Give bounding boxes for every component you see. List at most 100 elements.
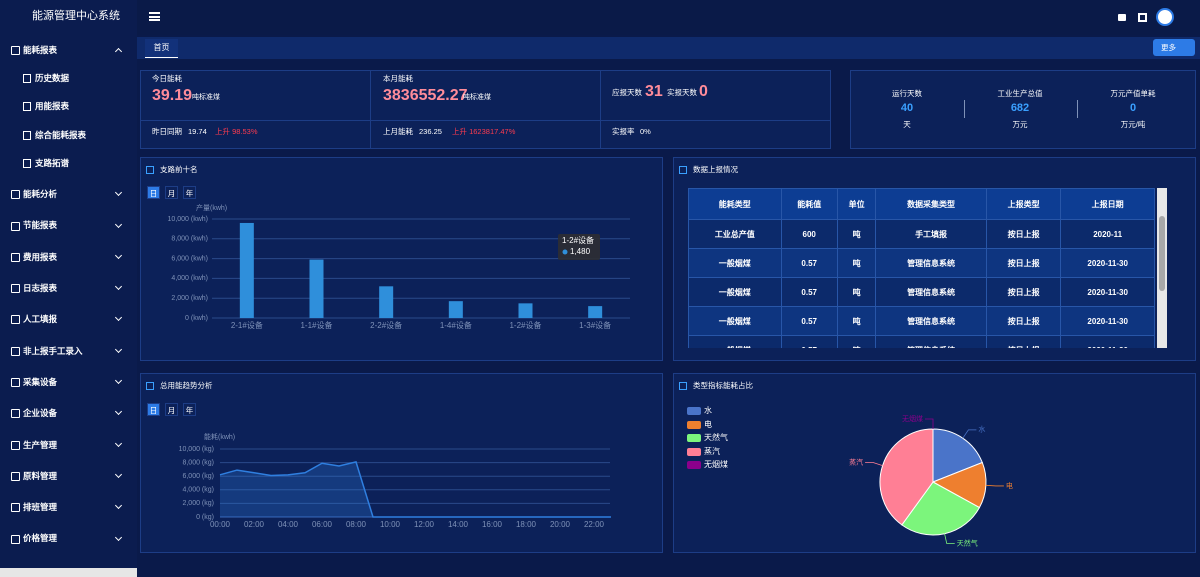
menu-item: 能耗分析 — [23, 189, 58, 200]
panel-title: 总用能趋势分析 — [160, 380, 213, 390]
period-button[interactable]: 年 — [183, 186, 196, 199]
avatar[interactable] — [1156, 8, 1174, 26]
table-cell: 2020-11-30 — [1060, 335, 1155, 348]
divider — [141, 120, 830, 121]
lock-icon[interactable] — [1118, 14, 1126, 21]
menu-icon — [11, 378, 20, 387]
summary-unit: 万元/吨 — [1120, 119, 1146, 129]
table-cell: 管理信息系统 — [875, 248, 987, 278]
title-icon — [146, 166, 154, 174]
tab[interactable]: 首页 — [145, 39, 178, 58]
menu-icon — [11, 409, 20, 419]
table-cell: 600 — [780, 219, 838, 249]
title-icon — [679, 166, 687, 174]
table-scrollbar[interactable] — [1157, 188, 1167, 348]
period-button[interactable]: 月 — [165, 403, 178, 416]
column-header: 单位 — [836, 188, 877, 220]
title-icon — [146, 382, 154, 390]
summary-unit: 万元 — [1012, 119, 1028, 129]
submenu-item: 历史数据 — [35, 72, 70, 83]
period-button[interactable]: 月 — [165, 186, 178, 199]
table-cell: 0.57 — [780, 335, 838, 348]
panel-title: 类型指标能耗占比 — [693, 380, 753, 390]
stat-label: 应报天数 — [612, 87, 642, 97]
table-cell: 0.57 — [780, 248, 838, 278]
submenu-icon — [23, 130, 31, 140]
menu-icon — [11, 346, 20, 356]
period-button[interactable]: 日 — [147, 403, 160, 416]
table-wrap: 能耗类型 能耗值 单位 数据采集类型 上报类型 上报日期 工业总产值 600 吨手工填报 按日上报… — [688, 188, 1155, 348]
table-cell: 吨 — [836, 219, 877, 249]
table-cell: 按日上报 — [985, 248, 1062, 278]
legend-swatch — [687, 407, 701, 415]
column-header: 上报日期 — [1060, 188, 1155, 220]
stat-value: 0% — [640, 126, 651, 136]
stat-unit: 吨标准煤 — [192, 93, 220, 101]
table-cell: 按日上报 — [985, 219, 1062, 249]
column-header: 能耗类型 — [688, 188, 782, 220]
menu-icon — [11, 252, 20, 262]
table-cell: 按日上报 — [985, 306, 1062, 336]
more-button[interactable]: 更多 — [1153, 39, 1195, 56]
stat-label: 今日能耗 — [152, 73, 182, 83]
menu-item: 企业设备 — [23, 408, 58, 419]
summary-value: 0 — [1129, 102, 1137, 115]
menu-item: 人工填报 — [23, 314, 58, 325]
bar-panel — [140, 157, 663, 361]
bottom-scrollbar — [0, 568, 137, 577]
menu-item: 排班管理 — [23, 502, 58, 513]
table-row: 工业总产值 600 吨手工填报 按日上报 2020-11 — [688, 219, 1155, 249]
table-cell: 按日上报 — [985, 335, 1062, 348]
table-cell: 2020-11-30 — [1060, 306, 1155, 336]
legend-swatch — [687, 447, 701, 456]
compare-label: 昨日同期 — [152, 126, 182, 136]
menu-icon — [11, 46, 20, 55]
stat-label: 实报天数 — [667, 87, 697, 97]
submenu-item: 用能报表 — [35, 101, 70, 112]
menu-icon — [11, 284, 20, 294]
menu-icon — [11, 471, 20, 481]
submenu-icon — [23, 74, 31, 83]
menu-icon — [11, 534, 20, 544]
column-header: 能耗值 — [780, 188, 838, 220]
fullscreen-icon[interactable] — [1138, 13, 1147, 22]
menu-item: 采集设备 — [23, 376, 58, 387]
legend-swatch — [687, 461, 701, 469]
table-cell: 2020-11 — [1060, 219, 1155, 249]
menu-icon — [11, 221, 20, 231]
summary-value: 40 — [900, 102, 914, 115]
pie-panel — [673, 373, 1196, 553]
compare-value: 19.74 — [188, 126, 207, 136]
submenu-item: 综合能耗报表 — [35, 129, 87, 140]
legend-label: 天然气 — [704, 433, 728, 443]
panel-title: 数据上报情况 — [693, 164, 738, 174]
table-cell: 按日上报 — [985, 277, 1062, 307]
legend-swatch — [687, 420, 701, 429]
divider — [370, 71, 371, 148]
table-cell: 一般烟煤 — [688, 248, 782, 278]
table-cell: 吨 — [836, 277, 877, 307]
summary-label: 运行天数 — [892, 88, 922, 98]
period-button[interactable]: 日 — [147, 186, 160, 199]
menu-item: 能耗报表 — [23, 44, 58, 55]
table-cell: 管理信息系统 — [875, 335, 987, 348]
submenu-icon — [23, 158, 31, 168]
change-value: 上升 98.53% — [215, 126, 258, 136]
top-bar — [137, 0, 1200, 35]
stat-value: 0 — [699, 83, 708, 101]
report-table: 能耗类型 能耗值 单位 数据采集类型 上报类型 上报日期 工业总产值 600 吨手工填报 按日上报… — [688, 188, 1155, 348]
period-button[interactable]: 年 — [183, 403, 196, 416]
stat-value: 39.19 — [152, 87, 193, 105]
menu-icon — [11, 190, 20, 200]
stat-unit: 吨标准煤 — [463, 93, 491, 101]
menu-toggle[interactable] — [149, 12, 160, 21]
tab-bar — [137, 37, 1200, 59]
stats-card — [140, 70, 831, 149]
compare-value: 236.25 — [419, 126, 442, 136]
menu-icon — [11, 503, 20, 513]
